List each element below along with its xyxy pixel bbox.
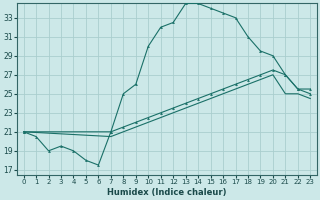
X-axis label: Humidex (Indice chaleur): Humidex (Indice chaleur) [107,188,227,197]
